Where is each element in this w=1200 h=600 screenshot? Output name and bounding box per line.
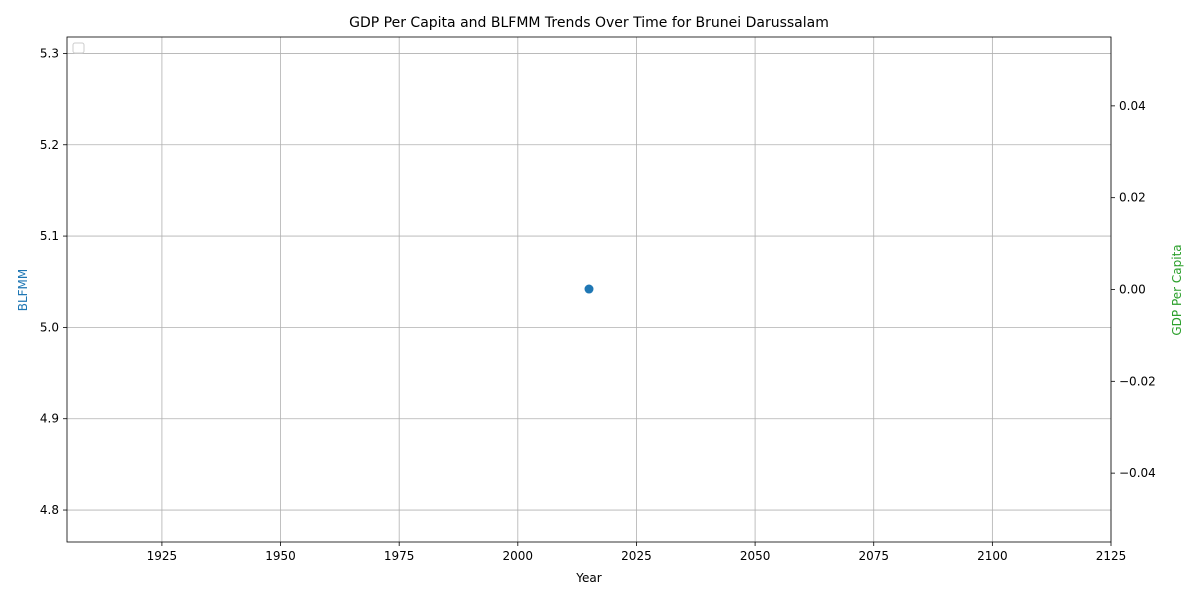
y-axis-left-title: BLFMM bbox=[16, 269, 30, 312]
x-tick-label: 2050 bbox=[740, 549, 771, 563]
y-right-tick-label: 0.04 bbox=[1119, 99, 1146, 113]
chart-title: GDP Per Capita and BLFMM Trends Over Tim… bbox=[349, 15, 829, 31]
x-tick-label: 1925 bbox=[147, 549, 178, 563]
plot-frame bbox=[66, 36, 1112, 543]
y-right-tick-label: −0.04 bbox=[1119, 466, 1156, 480]
ticks: 1925 1950 1975 2000 2025 2050 2075 2100 2125 4.8 4… bbox=[40, 46, 1156, 563]
x-axis-title: Year bbox=[575, 571, 601, 585]
y-left-tick-label: 4.8 bbox=[40, 503, 59, 517]
y-axis-right-title: GDP Per Capita bbox=[1170, 244, 1184, 335]
x-tick-label: 1975 bbox=[384, 549, 415, 563]
y-left-tick-label: 4.9 bbox=[40, 412, 59, 426]
y-right-tick-label: 0.02 bbox=[1119, 191, 1146, 205]
x-tick-label: 1950 bbox=[265, 549, 296, 563]
legend-box bbox=[72, 42, 85, 54]
x-tick-label: 2025 bbox=[621, 549, 652, 563]
y-right-tick-label: 0.00 bbox=[1119, 283, 1146, 297]
data-points bbox=[584, 284, 594, 294]
x-tick-label: 2125 bbox=[1096, 549, 1127, 563]
x-tick-label: 2000 bbox=[503, 549, 534, 563]
x-tick-label: 2100 bbox=[977, 549, 1008, 563]
x-tick-label: 2075 bbox=[858, 549, 889, 563]
y-left-tick-label: 5.1 bbox=[40, 229, 59, 243]
y-left-tick-label: 5.3 bbox=[40, 46, 59, 60]
data-point bbox=[584, 284, 594, 294]
y-left-tick-label: 5.0 bbox=[40, 320, 59, 334]
y-right-tick-label: −0.02 bbox=[1119, 374, 1156, 388]
y-left-tick-label: 5.2 bbox=[40, 138, 59, 152]
